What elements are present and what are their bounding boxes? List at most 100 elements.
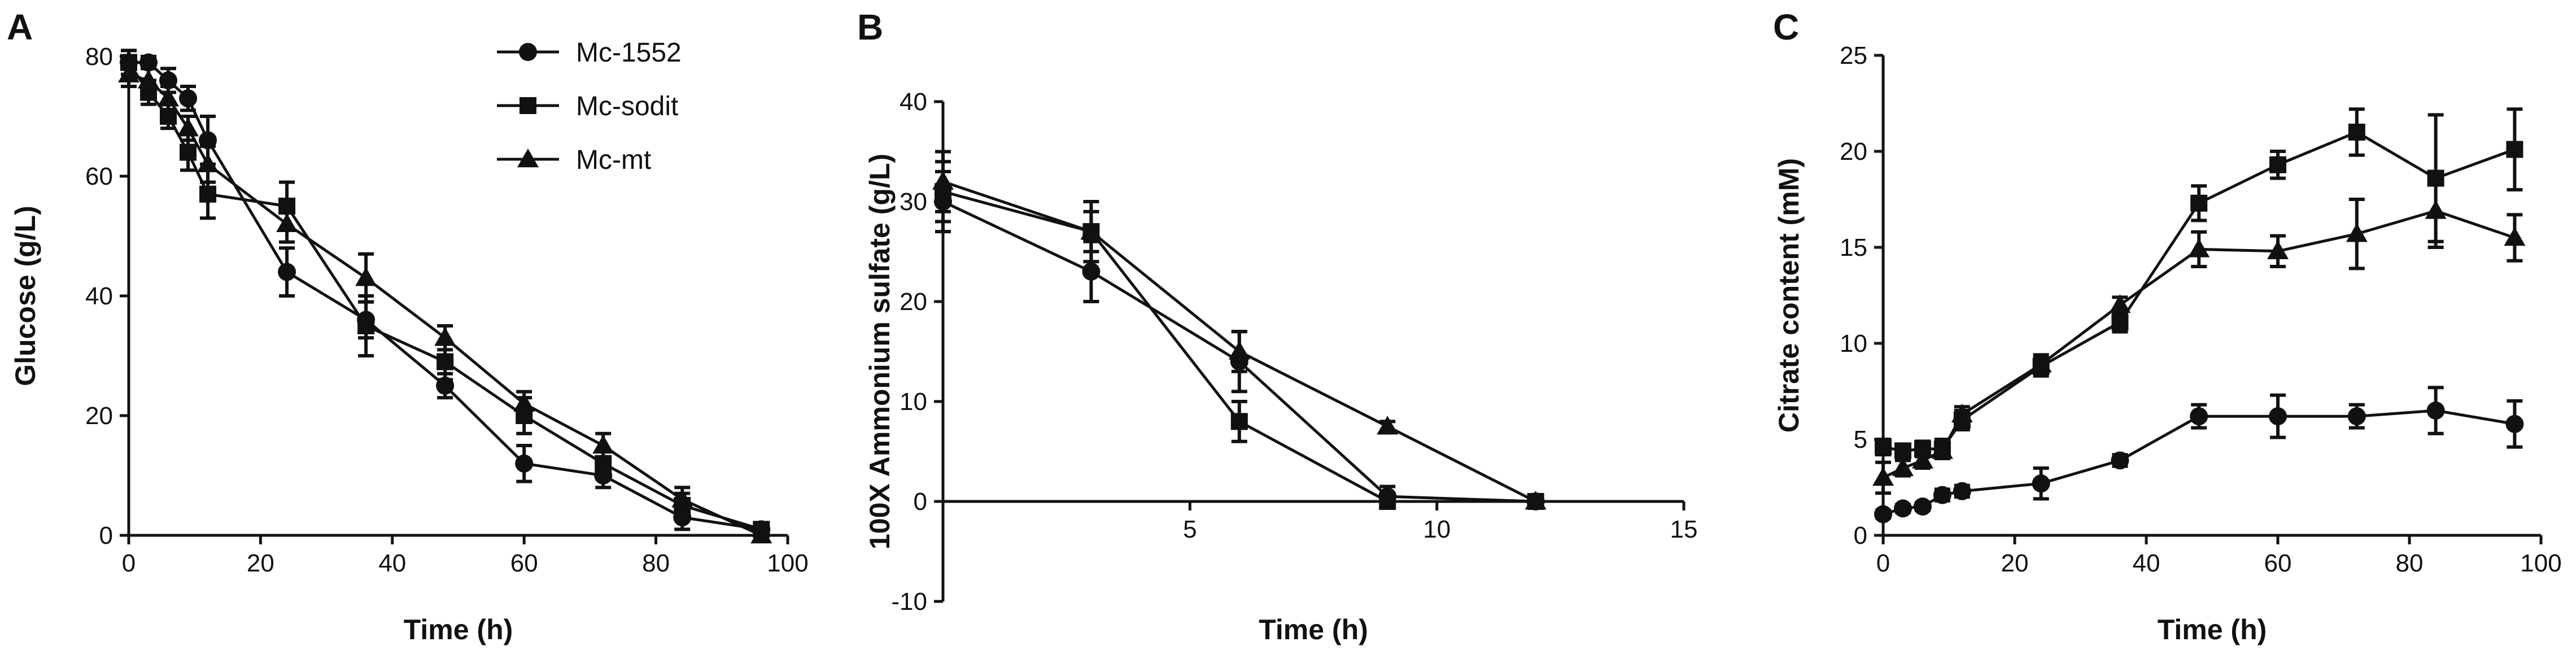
y-tick-label: 20 [85, 402, 113, 430]
y-tick-label: 0 [99, 522, 113, 549]
data-point [276, 213, 298, 233]
data-point [2506, 141, 2523, 158]
data-point [1377, 416, 1399, 435]
data-point [436, 353, 454, 370]
data-point [357, 317, 375, 334]
data-point [2504, 227, 2526, 246]
data-point [932, 171, 954, 190]
x-tick-label: 20 [2001, 549, 2029, 577]
data-point [2109, 294, 2131, 313]
data-point [1894, 442, 1911, 460]
series-mc-mt [1872, 172, 2526, 495]
x-tick-label: 40 [2133, 549, 2160, 577]
data-point [1951, 403, 1973, 423]
data-point [2347, 407, 2366, 426]
data-point [2190, 407, 2208, 426]
legend-entry: Mc-sodit [497, 91, 678, 121]
legend-marker [519, 43, 537, 61]
data-point [180, 143, 197, 161]
x-tick-label: 80 [642, 549, 670, 577]
y-tick-label: 40 [85, 282, 113, 310]
data-point [1228, 341, 1250, 360]
legend-label: Mc-1552 [576, 38, 682, 68]
data-point [1875, 438, 1892, 456]
data-point [2030, 353, 2052, 373]
y-tick-label: 10 [900, 388, 927, 416]
data-point [2032, 474, 2050, 493]
data-point [197, 153, 219, 173]
legend-entry: Mc-1552 [497, 38, 682, 68]
x-axis-title: Time (h) [2158, 614, 2267, 645]
y-axis-title: Citrate content (mM) [1773, 158, 1805, 433]
data-point [278, 263, 296, 281]
y-tick-label: 0 [914, 488, 927, 516]
data-point [177, 117, 199, 137]
data-point [513, 392, 535, 412]
y-tick-label: 40 [900, 88, 927, 116]
data-point [1892, 457, 1914, 477]
series-mc-mt [932, 150, 1547, 510]
x-tick-label: 40 [378, 549, 406, 577]
x-tick-label: 100 [767, 549, 808, 577]
x-tick-label: 0 [1876, 549, 1890, 577]
data-point [434, 327, 456, 346]
data-point [118, 63, 139, 83]
data-point [750, 525, 772, 544]
panel-letter: A [7, 7, 33, 47]
data-point [2111, 313, 2129, 331]
data-point [2426, 401, 2445, 420]
data-point [592, 435, 614, 454]
data-point [179, 89, 198, 108]
chart-panel-a: A 0 20 40 60 80 0 20 40 60 80 100 Time (h) Glucose (g… [7, 7, 809, 645]
x-tick-label: 10 [1423, 516, 1451, 543]
data-point [2269, 407, 2287, 426]
data-point [1913, 497, 1932, 516]
series-mc-1552 [1874, 386, 2524, 523]
y-tick-label: 5 [1854, 426, 1867, 453]
data-point [1931, 440, 1953, 459]
y-tick-label: 80 [85, 43, 113, 71]
y-tick-label: 60 [85, 163, 113, 190]
data-point [355, 267, 377, 286]
panel-letter: C [1773, 7, 1799, 47]
data-point [199, 185, 217, 203]
legend-marker [517, 149, 539, 168]
legend-entry: Mc-mt [497, 145, 651, 175]
series-mc-mt [118, 60, 772, 544]
x-tick-label: 5 [1183, 516, 1197, 543]
y-axis-title: Glucose (g/L) [10, 206, 41, 386]
data-point [2348, 124, 2365, 141]
x-tick-label: 60 [2264, 549, 2292, 577]
data-point [1082, 262, 1101, 281]
y-tick-label: 30 [900, 188, 927, 216]
data-point [158, 88, 180, 107]
data-point [1379, 493, 1396, 510]
y-tick-label: 20 [1840, 138, 1867, 165]
y-tick-label: 25 [1840, 42, 1867, 69]
y-tick-label: 0 [1854, 522, 1867, 549]
panel-letter: B [857, 7, 883, 47]
data-point [1080, 221, 1102, 240]
y-tick-label: -10 [891, 588, 927, 616]
x-tick-label: 60 [510, 549, 538, 577]
legend-label: Mc-sodit [576, 91, 678, 121]
y-tick-label: 10 [1840, 330, 1867, 357]
data-point [2267, 240, 2289, 260]
data-point [1874, 505, 1892, 523]
data-point [1872, 467, 1894, 486]
data-point [2425, 200, 2447, 219]
data-point [1893, 499, 1912, 518]
data-point [1911, 449, 1933, 469]
data-point [2346, 223, 2368, 242]
y-tick-label: 20 [900, 288, 927, 316]
legend-label: Mc-mt [576, 145, 651, 175]
chart-panel-c: C 0 5 10 15 20 25 0 20 40 60 80 100 Time (h) Citrate c… [1773, 7, 2562, 645]
x-tick-label: 15 [1670, 516, 1698, 543]
data-point [2505, 414, 2524, 433]
data-point [2269, 156, 2286, 173]
data-point [1953, 482, 1971, 500]
x-axis-title: Time (h) [1259, 614, 1368, 645]
data-point [2190, 194, 2208, 212]
x-tick-label: 20 [247, 549, 274, 577]
